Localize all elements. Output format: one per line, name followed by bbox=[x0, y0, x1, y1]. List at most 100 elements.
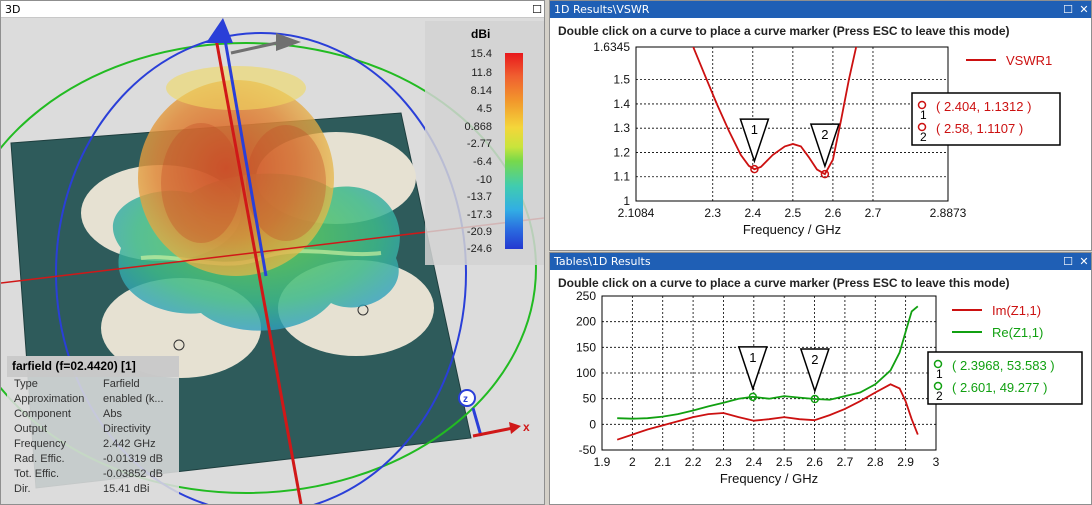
readout-marker-value: ( 2.601, 49.277 ) bbox=[952, 380, 1047, 395]
y-tick-label: 150 bbox=[576, 340, 596, 354]
farfield-main-lobe bbox=[138, 80, 334, 276]
marker-flag-number: 2 bbox=[821, 127, 828, 142]
y-tick-label: 1.5 bbox=[613, 73, 630, 87]
x-axis-label: x bbox=[523, 420, 530, 434]
marker-flag bbox=[809, 123, 840, 169]
info-row: Approximation enabled (k... bbox=[7, 392, 179, 407]
colorbar-label: -24.6 bbox=[466, 243, 492, 255]
close-icon[interactable]: ✕ bbox=[1079, 2, 1089, 16]
marker-flag-number: 2 bbox=[811, 352, 818, 367]
readout-marker-number: 2 bbox=[936, 389, 943, 403]
info-key: Output bbox=[14, 423, 48, 435]
curve-marker bbox=[820, 169, 830, 179]
axis-ring-blue bbox=[55, 32, 467, 504]
maximize-icon[interactable]: ☐ bbox=[1063, 2, 1073, 16]
3d-view-titlebar[interactable]: 3D ☐ bbox=[1, 1, 544, 18]
marker-readout-box bbox=[911, 92, 1061, 146]
x-tick-label: 2.1 bbox=[654, 455, 671, 469]
x-tick-label: 2.8873 bbox=[930, 206, 967, 220]
series-line bbox=[617, 305, 919, 420]
readout-marker-icon bbox=[933, 359, 943, 369]
impedance-chart[interactable]: 1.9 2 2.1 2.2 2.3 2.4 2.5 2.6 2.7 2.8 2.9 325020015… bbox=[550, 270, 1091, 504]
maximize-icon[interactable]: ☐ bbox=[532, 2, 542, 16]
marker-flag bbox=[799, 348, 830, 394]
colorbar-label: -2.77 bbox=[466, 138, 492, 150]
y-tick-label: 50 bbox=[583, 392, 597, 406]
info-row: Dir. 15.41 dBi bbox=[7, 482, 179, 497]
vswr-window[interactable]: 1D Results\VSWR ☐ ✕ Double click on a cu… bbox=[549, 0, 1092, 251]
readout-marker-value: ( 2.58, 1.1107 ) bbox=[936, 121, 1023, 136]
y-tick-label: -50 bbox=[579, 443, 597, 457]
colorbar-label: 15.4 bbox=[470, 48, 492, 60]
marker-flag-number: 1 bbox=[749, 350, 756, 365]
x-tick-label: 1.9 bbox=[594, 455, 611, 469]
z-axis-badge bbox=[458, 389, 476, 407]
info-row: Rad. Effic. -0.01319 dB bbox=[7, 452, 179, 467]
info-row: Type Farfield bbox=[7, 377, 179, 392]
info-value: Farfield bbox=[103, 378, 140, 390]
y-tick-label: 1.6345 bbox=[593, 40, 630, 54]
info-value: Directivity bbox=[103, 423, 151, 435]
colorbar-label: -10 bbox=[476, 174, 492, 186]
tables-titlebar[interactable]: Tables\1D Results ☐ ✕ bbox=[550, 253, 1091, 270]
tables-window[interactable]: Tables\1D Results ☐ ✕ Double click on a … bbox=[549, 252, 1092, 505]
legend-label: VSWR1 bbox=[1006, 53, 1052, 68]
y-tick-label: 200 bbox=[576, 315, 596, 329]
x-tick-label: 2.4 bbox=[745, 455, 762, 469]
y-tick-label: 250 bbox=[576, 289, 596, 303]
axis-ring-green bbox=[1, 42, 537, 494]
x-tick-label: 2 bbox=[629, 455, 636, 469]
readout-marker-icon bbox=[917, 100, 927, 110]
x-tick-label: 2.8 bbox=[867, 455, 884, 469]
x-tick-label: 2.7 bbox=[865, 206, 882, 220]
marker-flag-number: 1 bbox=[751, 122, 758, 137]
readout-marker-value: ( 2.404, 1.1312 ) bbox=[936, 99, 1031, 114]
info-key: Dir. bbox=[14, 483, 31, 495]
3d-view-window[interactable]: 3D ☐ bbox=[0, 0, 545, 505]
maximize-icon[interactable]: ☐ bbox=[1063, 254, 1073, 268]
x-axis-label: Frequency / GHz bbox=[720, 471, 818, 486]
vswr-chart[interactable]: 2.1084 2.3 2.4 2.5 2.6 2.7 2.8873 1.6345 1.5 1.4 1… bbox=[550, 18, 1091, 250]
info-row: Tot. Effic. -0.03852 dB bbox=[7, 467, 179, 482]
colorbar-label: -6.4 bbox=[473, 156, 492, 168]
x-tick-label: 2.4 bbox=[744, 206, 761, 220]
x-tick-label: 3 bbox=[933, 455, 940, 469]
readout-marker-number: 1 bbox=[920, 108, 927, 122]
info-value: Abs bbox=[103, 408, 122, 420]
x-tick-label: 2.6 bbox=[825, 206, 842, 220]
vswr-title: 1D Results\VSWR bbox=[554, 3, 650, 16]
y-tick-label: 0 bbox=[589, 417, 596, 431]
close-icon[interactable]: ✕ bbox=[1079, 254, 1089, 268]
info-value: -0.01319 dB bbox=[103, 453, 163, 465]
curve-marker bbox=[748, 392, 758, 402]
info-value: 2.442 GHz bbox=[103, 438, 156, 450]
x-tick-label: 2.2 bbox=[685, 455, 702, 469]
marker-flag bbox=[739, 118, 770, 164]
x-tick-label: 2.5 bbox=[785, 206, 802, 220]
legend-label: Im(Z1,1) bbox=[992, 303, 1041, 318]
readout-marker-icon bbox=[933, 381, 943, 391]
tables-title: Tables\1D Results bbox=[554, 255, 651, 268]
info-key: Tot. Effic. bbox=[14, 468, 60, 480]
info-key: Component bbox=[14, 408, 71, 420]
colorbar-unit: dBi bbox=[471, 27, 491, 41]
vswr-titlebar[interactable]: 1D Results\VSWR ☐ ✕ bbox=[550, 1, 1091, 18]
marker-flag bbox=[737, 346, 768, 392]
x-tick-label: 2.6 bbox=[806, 455, 823, 469]
x-axis-label: Frequency / GHz bbox=[743, 222, 841, 237]
z-axis-label: z bbox=[463, 394, 468, 405]
curve-marker bbox=[810, 394, 820, 404]
farfield-info-panel: farfield (f=02.4420) [1] Type Farfield Ap… bbox=[7, 356, 179, 498]
colorbar-label: 8.14 bbox=[470, 85, 492, 97]
3d-view-title: 3D bbox=[5, 3, 21, 16]
series-line bbox=[616, 383, 919, 441]
colorbar-label: -13.7 bbox=[466, 191, 492, 203]
info-key: Rad. Effic. bbox=[14, 453, 65, 465]
series-line bbox=[692, 47, 858, 176]
direction-arrow-icon bbox=[276, 33, 301, 51]
x-tick-label: 2.3 bbox=[715, 455, 732, 469]
info-row: Frequency 2.442 GHz bbox=[7, 437, 179, 452]
y-tick-label: 1 bbox=[623, 194, 630, 208]
readout-marker-number: 1 bbox=[936, 367, 943, 381]
farfield-info-title: farfield (f=02.4420) [1] bbox=[7, 356, 179, 377]
